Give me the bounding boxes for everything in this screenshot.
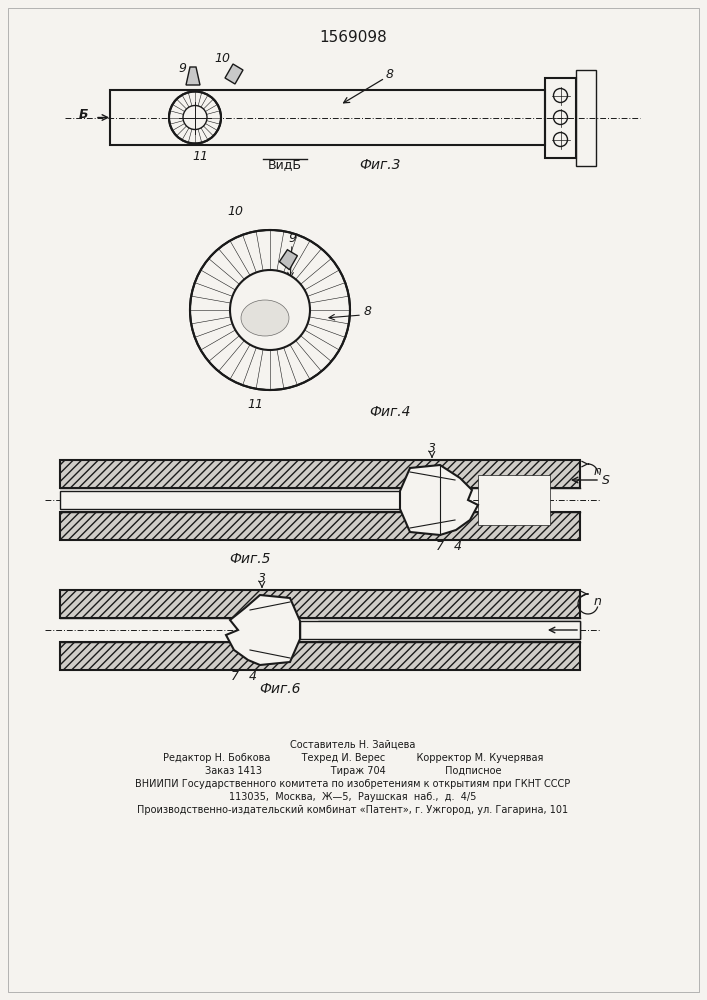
Text: Производственно-издательский комбинат «Патент», г. Ужгород, ул. Гагарина, 101: Производственно-издательский комбинат «П… [137, 805, 568, 815]
Polygon shape [226, 595, 300, 665]
Text: 3: 3 [258, 572, 266, 585]
Text: 113035,  Москва,  Ж—5,  Раушская  наб.,  д.  4/5: 113035, Москва, Ж—5, Раушская наб., д. 4… [229, 792, 477, 802]
Text: 10: 10 [214, 51, 230, 64]
Bar [60, 512, 580, 540]
Text: Редактор Н. Бобкова          Техред И. Верес          Корректор М. Кучерявая: Редактор Н. Бобкова Техред И. Верес Корр… [163, 753, 543, 763]
Text: 7: 7 [231, 670, 239, 683]
Bar [576, 70, 596, 165]
Text: Фиг.6: Фиг.6 [259, 682, 300, 696]
Text: 9: 9 [288, 232, 296, 245]
Polygon shape [225, 64, 243, 84]
Bar [60, 590, 580, 618]
Text: Фиг.5: Фиг.5 [229, 552, 271, 566]
Text: n: n [594, 465, 602, 478]
Bar [478, 475, 550, 525]
Bar [318, 621, 580, 639]
Text: Б: Б [78, 108, 88, 121]
Bar [110, 90, 545, 145]
Circle shape [183, 105, 207, 129]
Text: 10: 10 [227, 205, 243, 218]
Bar [300, 621, 580, 639]
Text: 7: 7 [436, 540, 444, 553]
Text: 3: 3 [428, 442, 436, 455]
Text: 11: 11 [247, 398, 263, 411]
Text: 8: 8 [386, 68, 394, 82]
Text: 9: 9 [178, 62, 186, 75]
Bar [60, 460, 580, 488]
Text: 4: 4 [249, 670, 257, 683]
Circle shape [169, 92, 221, 143]
Text: ВНИИПИ Государственного комитета по изобретениям к открытиям при ГКНТ СССР: ВНИИПИ Государственного комитета по изоб… [135, 779, 571, 789]
Text: ВидБ: ВидБ [268, 158, 302, 171]
Bar [545, 78, 576, 157]
Text: Фиг.4: Фиг.4 [369, 405, 411, 419]
Bar [60, 642, 580, 670]
Text: 4: 4 [454, 540, 462, 553]
Text: Заказ 1413                      Тираж 704                   Подписное: Заказ 1413 Тираж 704 Подписное [205, 766, 501, 776]
Ellipse shape [241, 300, 289, 336]
Polygon shape [400, 465, 478, 535]
Polygon shape [186, 67, 200, 85]
Circle shape [230, 270, 310, 350]
Text: S: S [602, 474, 610, 487]
Text: 11: 11 [192, 150, 208, 163]
Text: 8: 8 [364, 305, 372, 318]
Text: n: n [594, 595, 602, 608]
Text: 1569098: 1569098 [319, 30, 387, 45]
Circle shape [190, 230, 350, 390]
Text: Фиг.3: Фиг.3 [359, 158, 401, 172]
Text: Составитель Н. Зайцева: Составитель Н. Зайцева [291, 740, 416, 750]
Bar [60, 491, 400, 509]
Polygon shape [279, 250, 298, 270]
